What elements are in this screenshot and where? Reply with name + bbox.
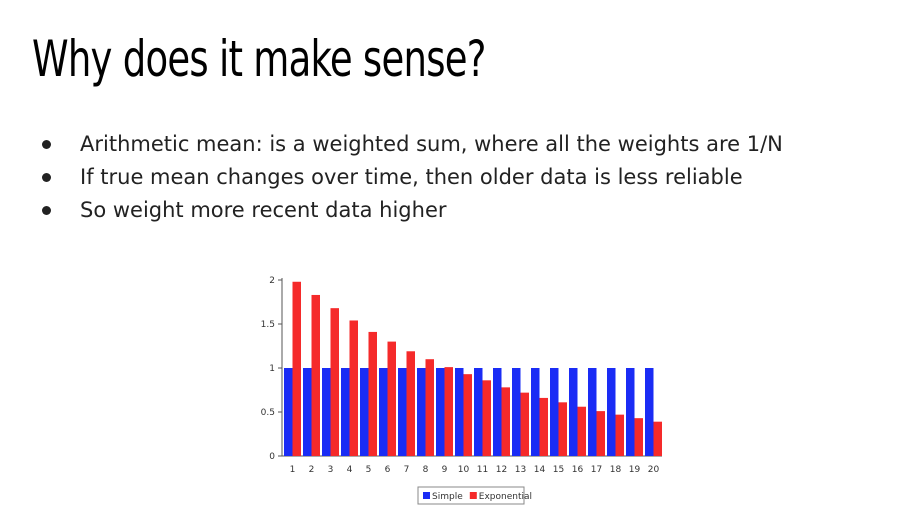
x-tick-label: 2 bbox=[309, 465, 315, 475]
bar-exponential-18 bbox=[615, 414, 624, 456]
bar-exponential-8 bbox=[425, 359, 434, 456]
x-tick-label: 12 bbox=[496, 465, 507, 475]
bullet-list: Arithmetic mean: is a weighted sum, wher… bbox=[40, 128, 783, 227]
bar-simple-18 bbox=[607, 368, 616, 456]
y-tick-label: 1 bbox=[269, 364, 275, 374]
bar-exponential-12 bbox=[501, 387, 510, 456]
chart-bars bbox=[284, 281, 662, 456]
legend-swatch-exponential bbox=[469, 492, 477, 499]
bar-exponential-11 bbox=[482, 380, 491, 456]
bar-simple-10 bbox=[455, 368, 464, 456]
bullet-item: So weight more recent data higher bbox=[40, 194, 783, 227]
bar-exponential-15 bbox=[558, 402, 567, 456]
bullet-dot-icon bbox=[42, 140, 51, 149]
legend-label-exponential: Exponential bbox=[479, 492, 532, 502]
x-tick-label: 8 bbox=[423, 465, 429, 475]
bar-simple-8 bbox=[417, 368, 426, 456]
bar-exponential-10 bbox=[463, 374, 472, 456]
x-tick-label: 15 bbox=[553, 465, 564, 475]
x-tick-label: 16 bbox=[572, 465, 584, 475]
bullet-dot-icon bbox=[42, 173, 51, 182]
y-tick-label: 0 bbox=[269, 452, 275, 462]
bar-simple-2 bbox=[303, 368, 312, 456]
x-tick-label: 4 bbox=[347, 465, 353, 475]
x-tick-label: 6 bbox=[385, 465, 391, 475]
x-tick-label: 7 bbox=[404, 465, 410, 475]
bar-simple-9 bbox=[436, 368, 445, 456]
bar-exponential-17 bbox=[596, 411, 605, 456]
bullet-text: So weight more recent data higher bbox=[80, 198, 447, 222]
bar-simple-17 bbox=[588, 368, 597, 456]
x-tick-label: 9 bbox=[442, 465, 448, 475]
y-tick-label: 2 bbox=[269, 276, 275, 286]
x-tick-label: 14 bbox=[534, 465, 546, 475]
y-tick-label: 1.5 bbox=[261, 320, 275, 330]
weights-bar-chart: 00.511.52 1 2 3 4 5 6 7 8 9 10 11 12 13 14 15 16 17 18 19 2… bbox=[261, 276, 662, 505]
bar-simple-13 bbox=[512, 368, 521, 456]
bar-exponential-20 bbox=[653, 421, 662, 456]
y-tick-label: 0.5 bbox=[261, 408, 275, 418]
chart-x-tick-labels: 1 2 3 4 5 6 7 8 9 10 11 12 13 14 15 16 17 18 19 20 bbox=[290, 465, 660, 475]
x-tick-label: 11 bbox=[477, 465, 488, 475]
bar-simple-15 bbox=[550, 368, 559, 456]
bar-exponential-19 bbox=[634, 418, 643, 456]
slide-title: Why does it make sense? bbox=[32, 30, 486, 88]
x-tick-label: 1 bbox=[290, 465, 296, 475]
bullet-item: If true mean changes over time, then old… bbox=[40, 161, 783, 194]
bullet-text: Arithmetic mean: is a weighted sum, wher… bbox=[80, 132, 783, 156]
chart-legend: Simple Exponential bbox=[417, 486, 532, 505]
bar-exponential-1 bbox=[292, 281, 301, 456]
x-tick-label: 19 bbox=[629, 465, 641, 475]
bar-simple-12 bbox=[493, 368, 502, 456]
bar-simple-16 bbox=[569, 368, 578, 456]
bar-exponential-9 bbox=[444, 367, 453, 456]
bullet-item: Arithmetic mean: is a weighted sum, wher… bbox=[40, 128, 783, 161]
x-tick-label: 10 bbox=[458, 465, 470, 475]
x-tick-label: 13 bbox=[515, 465, 526, 475]
x-tick-label: 18 bbox=[610, 465, 622, 475]
bar-simple-5 bbox=[360, 368, 369, 456]
bar-simple-20 bbox=[645, 368, 654, 456]
bar-simple-6 bbox=[379, 368, 388, 456]
x-tick-label: 3 bbox=[328, 465, 334, 475]
bullet-text: If true mean changes over time, then old… bbox=[80, 165, 743, 189]
bar-simple-3 bbox=[322, 368, 331, 456]
bar-exponential-4 bbox=[349, 320, 358, 456]
bar-exponential-16 bbox=[577, 406, 586, 456]
bar-exponential-5 bbox=[368, 331, 377, 456]
x-tick-label: 5 bbox=[366, 465, 372, 475]
bar-exponential-7 bbox=[406, 351, 415, 456]
bar-exponential-13 bbox=[520, 392, 529, 456]
x-tick-label: 20 bbox=[648, 465, 660, 475]
bar-exponential-3 bbox=[330, 308, 339, 456]
legend-label-simple: Simple bbox=[432, 492, 463, 502]
bar-simple-7 bbox=[398, 368, 407, 456]
legend-swatch-simple bbox=[423, 492, 430, 499]
bullet-dot-icon bbox=[42, 206, 51, 215]
bar-simple-4 bbox=[341, 368, 350, 456]
bar-simple-19 bbox=[626, 368, 635, 456]
bar-simple-11 bbox=[474, 368, 483, 456]
x-tick-label: 17 bbox=[591, 465, 602, 475]
bar-simple-14 bbox=[531, 368, 540, 456]
bar-exponential-2 bbox=[311, 294, 320, 456]
bar-exponential-14 bbox=[539, 397, 548, 456]
bar-exponential-6 bbox=[387, 341, 396, 456]
bar-simple-1 bbox=[284, 368, 293, 456]
